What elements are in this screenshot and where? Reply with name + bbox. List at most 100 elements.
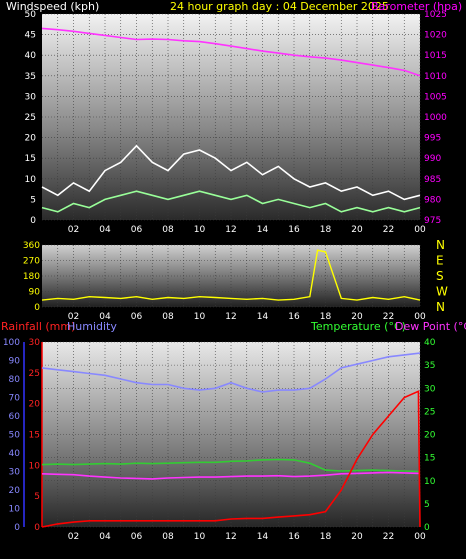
baro-axis-tick: 1015 xyxy=(424,51,447,61)
wind-gust-series xyxy=(41,144,421,201)
humidity-axis-tick: 20 xyxy=(9,486,21,496)
dew-point-label: Dew Point (°C) xyxy=(395,320,466,333)
time-tick-label: 06 xyxy=(131,225,143,235)
time-tick-label: 08 xyxy=(162,532,174,542)
temp-axis-tick: 40 xyxy=(424,338,436,348)
windspeed-label: Windspeed (kph) xyxy=(6,0,99,13)
time-tick-label: 12 xyxy=(225,225,236,235)
baro-axis-tick: 1005 xyxy=(424,92,447,102)
time-tick-label: 04 xyxy=(99,312,111,322)
time-tick-label: 16 xyxy=(288,532,300,542)
time-tick-label: 20 xyxy=(351,532,363,542)
time-tick-label: 02 xyxy=(68,532,79,542)
time-tick-label: 04 xyxy=(99,532,111,542)
rain-axis-tick: 30 xyxy=(29,338,41,348)
rain-axis-tick: 0 xyxy=(34,523,40,533)
time-tick-label: 10 xyxy=(194,312,206,322)
time-tick-label: 02 xyxy=(68,225,79,235)
time-tick-label: 04 xyxy=(99,225,111,235)
humidity-axis-tick: 70 xyxy=(9,394,21,404)
baro-axis-tick: 1000 xyxy=(424,113,447,123)
wind-average-series xyxy=(41,190,421,213)
baro-axis-tick: 990 xyxy=(424,154,441,164)
time-tick-label: 20 xyxy=(351,312,363,322)
time-tick-label: 06 xyxy=(131,532,143,542)
wind-axis-tick: 35 xyxy=(25,72,36,82)
rain-axis-tick: 20 xyxy=(29,400,41,410)
direction-axis-tick: 360 xyxy=(23,241,40,251)
temperature-label: Temperature (°C) xyxy=(310,320,406,333)
wind-axis-tick: 25 xyxy=(25,113,36,123)
wind-axis-tick: 30 xyxy=(25,92,37,102)
humidity-axis-tick: 30 xyxy=(9,468,21,478)
humidity-axis-tick: 40 xyxy=(9,449,21,459)
baro-axis-tick: 975 xyxy=(424,216,441,226)
humidity-axis-tick: 10 xyxy=(9,505,21,515)
rainfall-label: Rainfall (mm) xyxy=(1,320,75,333)
direction-axis-tick: 0 xyxy=(34,303,40,313)
time-tick-label: 10 xyxy=(194,225,206,235)
wind-direction-series xyxy=(41,249,421,301)
wind-axis-tick: 15 xyxy=(25,154,36,164)
baro-axis-tick: 995 xyxy=(424,134,441,144)
compass-tick: E xyxy=(436,254,444,268)
graph-date-title: 24 hour graph day : 04 December 2025 xyxy=(170,0,389,13)
compass-tick: N xyxy=(436,300,445,314)
time-tick-label: 06 xyxy=(131,312,143,322)
time-tick-label: 10 xyxy=(194,532,206,542)
temperature-series xyxy=(41,458,421,473)
rain-axis-tick: 25 xyxy=(29,369,40,379)
temp-axis-tick: 10 xyxy=(424,477,436,487)
temp-axis-tick: 5 xyxy=(424,500,430,510)
time-tick-label: 00 xyxy=(414,532,426,542)
wind-axis-tick: 40 xyxy=(25,51,37,61)
humidity-axis-tick: 0 xyxy=(14,523,20,533)
humidity-axis-tick: 80 xyxy=(9,375,21,385)
time-tick-label: 14 xyxy=(257,532,269,542)
humidity-axis-tick: 60 xyxy=(9,412,21,422)
time-tick-label: 20 xyxy=(351,225,363,235)
time-tick-label: 12 xyxy=(225,312,236,322)
rain-axis-tick: 15 xyxy=(29,431,40,441)
temp-axis-tick: 0 xyxy=(424,523,430,533)
time-tick-label: 16 xyxy=(288,225,300,235)
wind-axis-tick: 50 xyxy=(25,10,37,20)
baro-axis-tick: 985 xyxy=(424,175,441,185)
baro-axis-tick: 1025 xyxy=(424,10,447,20)
compass-tick: S xyxy=(436,269,444,283)
temp-axis-tick: 15 xyxy=(424,454,435,464)
wind-axis-tick: 5 xyxy=(30,195,36,205)
time-tick-label: 14 xyxy=(257,312,269,322)
time-tick-label: 18 xyxy=(320,532,332,542)
direction-axis-tick: 270 xyxy=(23,257,40,267)
wind-axis-tick: 20 xyxy=(25,134,37,144)
rainfall-series xyxy=(41,390,421,528)
time-tick-label: 22 xyxy=(383,532,394,542)
time-tick-label: 22 xyxy=(383,225,394,235)
rain-axis-tick: 5 xyxy=(34,492,40,502)
humidity-axis-tick: 100 xyxy=(3,338,20,348)
humidity-axis-tick: 50 xyxy=(9,431,21,441)
humidity-label: Humidity xyxy=(67,320,117,333)
compass-tick: N xyxy=(436,238,445,252)
compass-tick: W xyxy=(436,285,448,299)
time-tick-label: 18 xyxy=(320,225,332,235)
time-tick-label: 08 xyxy=(162,225,174,235)
time-tick-label: 00 xyxy=(414,312,426,322)
temp-axis-tick: 20 xyxy=(424,431,436,441)
temp-axis-tick: 35 xyxy=(424,361,435,371)
barometer-label: Barometer (hpa) xyxy=(371,0,462,13)
temp-axis-tick: 30 xyxy=(424,384,436,394)
humidity-series xyxy=(41,352,421,393)
wind-axis-tick: 0 xyxy=(30,216,36,226)
wind-axis-tick: 10 xyxy=(25,175,37,185)
dew-point-series xyxy=(41,471,421,480)
rain-axis-tick: 10 xyxy=(29,461,41,471)
wind-axis-tick: 45 xyxy=(25,31,36,41)
time-tick-label: 12 xyxy=(225,532,236,542)
time-tick-label: 02 xyxy=(68,312,79,322)
time-tick-label: 18 xyxy=(320,312,332,322)
temp-axis-tick: 25 xyxy=(424,407,435,417)
baro-axis-tick: 980 xyxy=(424,195,441,205)
barometer-series xyxy=(41,27,421,77)
